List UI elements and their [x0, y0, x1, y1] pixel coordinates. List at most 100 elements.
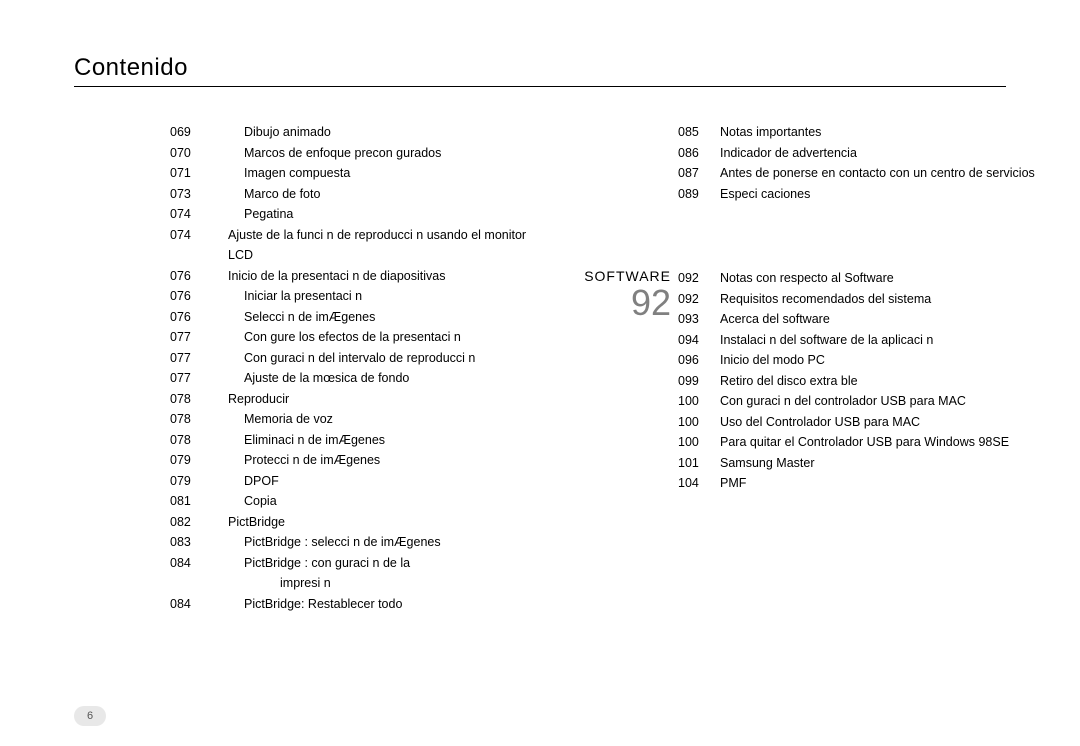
- toc-row: 100Para quitar el Controlador USB para W…: [678, 432, 1066, 453]
- toc-entry-text: DPOF: [212, 471, 530, 492]
- toc-page-number: 084: [170, 553, 212, 574]
- toc-row: 070Marcos de enfoque precon gurados: [170, 143, 530, 164]
- toc-page-number: 077: [170, 348, 212, 369]
- toc-entry-text: Selecci n de imÆgenes: [212, 307, 530, 328]
- toc-row: 074Pegatina: [170, 204, 530, 225]
- toc-row: 084PictBridge: Restablecer todo: [170, 594, 530, 615]
- toc-entry-text: Con guraci n del controlador USB para MA…: [720, 391, 1066, 412]
- toc-row: 092Requisitos recomendados del sistema: [678, 289, 1066, 310]
- toc-entry-text: Antes de ponerse en contacto con un cent…: [720, 163, 1066, 184]
- toc-page-number: 073: [170, 184, 212, 205]
- toc-page-number: 071: [170, 163, 212, 184]
- toc-entry-text: Iniciar la presentaci n: [212, 286, 530, 307]
- toc-row: 081Copia: [170, 491, 530, 512]
- toc-entry-text: Reproducir: [212, 389, 530, 410]
- toc-row: 078Memoria de voz: [170, 409, 530, 430]
- toc-row: 093Acerca del software: [678, 309, 1066, 330]
- toc-page-number: 079: [170, 471, 212, 492]
- toc-row: 076Inicio de la presentaci n de diaposit…: [170, 266, 530, 287]
- toc-page-number: 087: [678, 163, 720, 184]
- toc-entry-text: Ajuste de la funci n de reproducci n usa…: [212, 225, 530, 266]
- toc-row: 079DPOF: [170, 471, 530, 492]
- toc-page-number: 077: [170, 368, 212, 389]
- toc-row: 073Marco de foto: [170, 184, 530, 205]
- title-underline: [74, 86, 1006, 87]
- toc-page-number: 092: [678, 268, 720, 289]
- toc-page-number: 100: [678, 391, 720, 412]
- toc-row: 077Con gure los efectos de la presentaci…: [170, 327, 530, 348]
- toc-row: 101Samsung Master: [678, 453, 1066, 474]
- toc-page-number: [170, 573, 212, 594]
- page-number-bubble: 6: [74, 706, 106, 726]
- toc-row: 094Instalaci n del software de la aplica…: [678, 330, 1066, 351]
- toc-entry-text: Especi caciones: [720, 184, 1066, 205]
- toc-entry-text: Uso del Controlador USB para MAC: [720, 412, 1066, 433]
- toc-right-bottom-column: 092Notas con respecto al Software092Requ…: [678, 268, 1066, 494]
- toc-row: 082PictBridge: [170, 512, 530, 533]
- toc-entry-text: PictBridge: [212, 512, 530, 533]
- page-title: Contenido: [74, 54, 188, 82]
- toc-page-number: 085: [678, 122, 720, 143]
- toc-entry-text: Indicador de advertencia: [720, 143, 1066, 164]
- toc-row: 077Ajuste de la mœsica de fondo: [170, 368, 530, 389]
- toc-page-number: 094: [678, 330, 720, 351]
- toc-page-number: 101: [678, 453, 720, 474]
- toc-row: impresi n: [170, 573, 530, 594]
- toc-entry-text: PictBridge: Restablecer todo: [212, 594, 530, 615]
- toc-page-number: 070: [170, 143, 212, 164]
- toc-page-number: 099: [678, 371, 720, 392]
- toc-entry-text: Notas con respecto al Software: [720, 268, 1066, 289]
- toc-row: 077Con guraci n del intervalo de reprodu…: [170, 348, 530, 369]
- toc-entry-text: Memoria de voz: [212, 409, 530, 430]
- toc-entry-text: Inicio del modo PC: [720, 350, 1066, 371]
- page-number: 6: [87, 710, 93, 722]
- toc-row: 083PictBridge : selecci n de imÆgenes: [170, 532, 530, 553]
- toc-page-number: 093: [678, 309, 720, 330]
- section-number: 92: [555, 282, 671, 324]
- toc-page-number: 104: [678, 473, 720, 494]
- toc-row: 086Indicador de advertencia: [678, 143, 1066, 164]
- toc-entry-text: PictBridge : selecci n de imÆgenes: [212, 532, 530, 553]
- toc-entry-text: Imagen compuesta: [212, 163, 530, 184]
- toc-page-number: 076: [170, 286, 212, 307]
- toc-entry-text: Para quitar el Controlador USB para Wind…: [720, 432, 1066, 453]
- toc-page-number: 096: [678, 350, 720, 371]
- toc-page-number: 074: [170, 225, 212, 266]
- toc-row: 076Iniciar la presentaci n: [170, 286, 530, 307]
- toc-page-number: 076: [170, 266, 212, 287]
- toc-row: 087Antes de ponerse en contacto con un c…: [678, 163, 1066, 184]
- toc-page-number: 100: [678, 412, 720, 433]
- toc-row: 078Eliminaci n de imÆgenes: [170, 430, 530, 451]
- toc-page-number: 077: [170, 327, 212, 348]
- toc-page-number: 069: [170, 122, 212, 143]
- toc-page-number: 083: [170, 532, 212, 553]
- toc-page-number: 082: [170, 512, 212, 533]
- toc-entry-text: Con guraci n del intervalo de reproducci…: [212, 348, 530, 369]
- toc-page-number: 079: [170, 450, 212, 471]
- toc-row: 074Ajuste de la funci n de reproducci n …: [170, 225, 530, 266]
- toc-row: 078Reproducir: [170, 389, 530, 410]
- toc-entry-text: Ajuste de la mœsica de fondo: [212, 368, 530, 389]
- toc-entry-text: Eliminaci n de imÆgenes: [212, 430, 530, 451]
- toc-entry-text: Marco de foto: [212, 184, 530, 205]
- toc-entry-text: Pegatina: [212, 204, 530, 225]
- toc-left-column: 069Dibujo animado070Marcos de enfoque pr…: [170, 122, 530, 614]
- toc-entry-text: Inicio de la presentaci n de diapositiva…: [212, 266, 530, 287]
- toc-row: 104PMF: [678, 473, 1066, 494]
- toc-page-number: 076: [170, 307, 212, 328]
- toc-entry-text: Con gure los efectos de la presentaci n: [212, 327, 530, 348]
- toc-page-number: 078: [170, 389, 212, 410]
- toc-row: 092Notas con respecto al Software: [678, 268, 1066, 289]
- toc-row: 085Notas importantes: [678, 122, 1066, 143]
- toc-page-number: 074: [170, 204, 212, 225]
- toc-page-number: 081: [170, 491, 212, 512]
- toc-page-number: 100: [678, 432, 720, 453]
- toc-entry-text: Copia: [212, 491, 530, 512]
- toc-row: 071Imagen compuesta: [170, 163, 530, 184]
- toc-entry-text: Notas importantes: [720, 122, 1066, 143]
- toc-row: 084PictBridge : con guraci n de la: [170, 553, 530, 574]
- toc-entry-text: Instalaci n del software de la aplicaci …: [720, 330, 1066, 351]
- toc-entry-text: Requisitos recomendados del sistema: [720, 289, 1066, 310]
- toc-row: 079Protecci n de imÆgenes: [170, 450, 530, 471]
- toc-row: 100Con guraci n del controlador USB para…: [678, 391, 1066, 412]
